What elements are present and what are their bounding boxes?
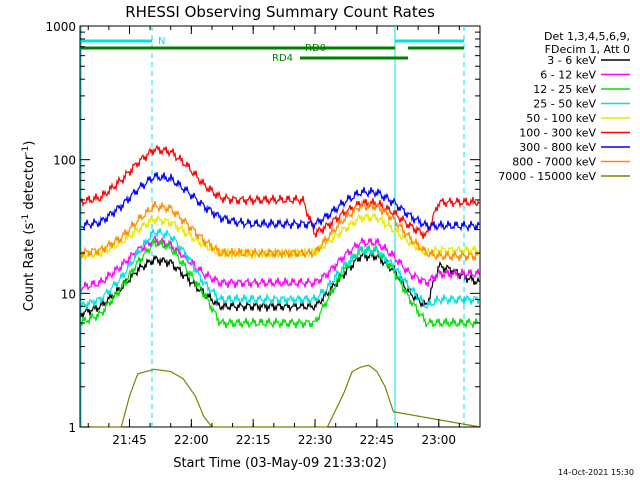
y-tick-label: 100 xyxy=(53,154,76,168)
series-line-12-25kev xyxy=(80,238,480,330)
legend-label: 800 - 7000 keV xyxy=(512,156,596,169)
time-boundaries xyxy=(80,26,465,427)
x-tick-label: 22:30 xyxy=(298,433,333,447)
legend-label: 3 - 6 keV xyxy=(547,54,596,67)
axes: 21:45 22:00 22:15 22:30 22:45 23:00 1 10 100 1000 xyxy=(45,20,481,447)
legend: Det 1,3,4,5,6,9, FDecim 1, Att 0 3 - 6 k… xyxy=(498,30,630,183)
series-line-6-12kev xyxy=(80,234,480,292)
x-axis-label: Start Time (03-May-09 21:33:02) xyxy=(173,456,387,471)
y-tick-label: 10 xyxy=(61,287,76,301)
legend-header-line1: Det 1,3,4,5,6,9, xyxy=(544,30,630,43)
series-line-100-300kev xyxy=(80,144,480,240)
series-line-300-800kev xyxy=(80,171,480,233)
y-tick-label: 1000 xyxy=(45,20,76,34)
annotation-bars: N RD0 RD4 xyxy=(81,36,464,64)
legend-label: 300 - 800 keV xyxy=(519,141,596,154)
x-tick-label: 23:00 xyxy=(421,433,456,447)
x-tick-label: 22:00 xyxy=(174,433,209,447)
x-tick-label: 21:45 xyxy=(112,433,147,447)
annotation-label-rd4: RD4 xyxy=(272,53,293,64)
y-axis-label: Count Rate (s-1 detector-1) xyxy=(21,141,37,312)
legend-label: 50 - 100 keV xyxy=(526,112,596,125)
series-line-800-7000kev xyxy=(80,199,480,262)
legend-label: 7000 - 15000 keV xyxy=(498,170,596,183)
x-tick-label: 22:45 xyxy=(360,433,395,447)
timestamp: 14-Oct-2021 15:30 xyxy=(558,468,634,477)
series-group xyxy=(80,144,480,428)
series-line-25-50kev xyxy=(80,228,480,310)
annotation-label-n: N xyxy=(158,36,165,47)
y-tick-label: 1 xyxy=(68,421,76,435)
plot-frame xyxy=(79,25,481,428)
legend-header-line2: FDecim 1, Att 0 xyxy=(545,43,630,56)
chart-title: RHESSI Observing Summary Count Rates xyxy=(125,3,435,21)
legend-label: 25 - 50 keV xyxy=(533,98,596,111)
legend-label: 100 - 300 keV xyxy=(519,127,596,140)
x-tick-label: 22:15 xyxy=(236,433,271,447)
legend-label: 12 - 25 keV xyxy=(533,83,596,96)
series-line-7000-15000kev xyxy=(81,364,480,428)
annotation-label-rd0: RD0 xyxy=(305,43,326,54)
legend-label: 6 - 12 keV xyxy=(540,69,596,82)
